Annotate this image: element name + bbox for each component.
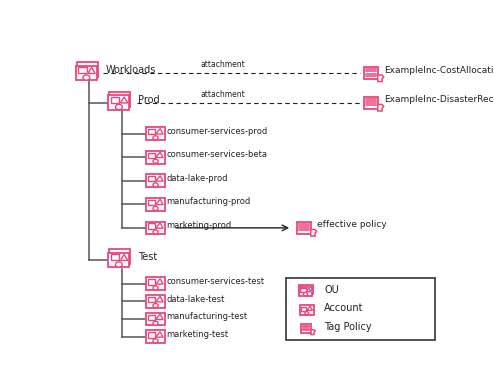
Circle shape [153,206,158,210]
Polygon shape [311,330,315,335]
Bar [300,305,314,315]
Polygon shape [156,152,163,158]
Bar [148,129,155,135]
Polygon shape [156,296,163,302]
Polygon shape [306,288,311,292]
Bar [300,288,306,292]
Bar [146,151,165,163]
Bar [146,295,165,308]
Polygon shape [306,288,311,292]
Polygon shape [156,223,163,228]
Polygon shape [156,176,163,181]
Bar [108,95,129,110]
Bar [148,200,155,205]
Circle shape [153,183,158,187]
Bar [299,285,313,294]
Bar [297,222,311,234]
Bar [148,332,155,337]
Circle shape [153,303,158,308]
Bar [108,253,129,267]
Bar [148,176,155,181]
Text: Tag Policy: Tag Policy [324,322,371,332]
Bar [76,66,96,80]
Bar [77,62,98,77]
Text: effective policy: effective policy [317,220,386,229]
Bar [146,330,165,343]
Circle shape [303,292,308,296]
Text: Prod: Prod [138,95,160,105]
Bar [301,307,306,310]
Bar [364,97,378,109]
Polygon shape [88,67,95,73]
Polygon shape [307,306,312,310]
Text: attachment: attachment [200,90,245,99]
Circle shape [153,136,158,140]
Bar [111,97,119,103]
Circle shape [83,75,90,80]
Circle shape [116,105,123,110]
Polygon shape [156,279,163,284]
Text: Test: Test [138,252,158,262]
Bar [148,297,155,302]
Text: marketing-test: marketing-test [166,330,229,339]
Bar [110,250,130,264]
Text: manufacturing-prod: manufacturing-prod [166,197,251,206]
Polygon shape [121,254,128,261]
Polygon shape [156,314,163,319]
Bar [146,198,165,211]
Bar [111,254,119,261]
Bar [146,222,165,234]
Bar [146,174,165,187]
Circle shape [305,312,309,315]
Polygon shape [121,97,128,103]
Text: consumer-services-beta: consumer-services-beta [166,151,268,160]
Polygon shape [88,67,95,73]
Circle shape [153,321,158,325]
Polygon shape [156,199,163,205]
Circle shape [153,286,158,290]
Bar [110,92,130,106]
Text: data-lake-prod: data-lake-prod [166,174,228,183]
Bar [146,277,165,290]
Bar [148,315,155,320]
Text: manufacturing-test: manufacturing-test [166,312,247,321]
Text: attachment: attachment [200,60,245,69]
Bar [78,67,87,73]
Polygon shape [311,229,317,236]
Polygon shape [121,254,128,261]
Circle shape [153,160,158,163]
Polygon shape [121,97,128,103]
Bar [286,278,435,340]
Text: OU: OU [324,285,339,295]
Bar [301,324,311,333]
Bar [299,287,312,296]
Text: Account: Account [324,303,364,313]
Text: Workloads: Workloads [106,66,156,75]
Text: data-lake-test: data-lake-test [166,294,225,303]
Text: marketing-prod: marketing-prod [166,221,232,230]
Circle shape [116,262,123,267]
Text: consumer-services-prod: consumer-services-prod [166,127,268,136]
Bar [146,313,165,326]
Polygon shape [378,75,384,82]
Bar [148,223,155,229]
Circle shape [153,230,158,234]
Bar [364,67,378,80]
Text: ExampleInc-DisasterRecovery: ExampleInc-DisasterRecovery [384,95,494,104]
Polygon shape [156,332,163,337]
Text: consumer-services-test: consumer-services-test [166,277,265,286]
Bar [146,127,165,140]
Polygon shape [378,105,384,111]
Polygon shape [156,129,163,134]
Circle shape [153,339,158,343]
Bar [148,153,155,158]
Bar [148,279,155,285]
Text: ExampleInc-CostAllocation: ExampleInc-CostAllocation [384,66,494,75]
